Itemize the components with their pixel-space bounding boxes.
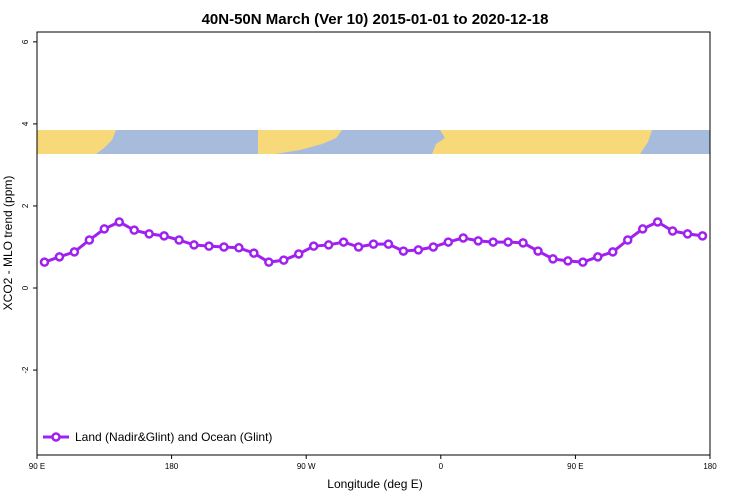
data-point: [428, 242, 439, 252]
data-point: [518, 238, 528, 248]
data-point: [473, 236, 483, 246]
data-point: [533, 246, 543, 256]
data-point: [383, 239, 394, 249]
data-point: [293, 249, 304, 259]
data-point: [563, 256, 573, 266]
data-point: [652, 217, 663, 227]
data-point: [39, 257, 50, 267]
data-point: [697, 231, 708, 241]
data-point: [622, 235, 633, 245]
legend-label: Land (Nadir&Glint) and Ocean (Glint): [75, 430, 272, 444]
data-point: [413, 245, 424, 255]
data-point: [189, 240, 199, 250]
data-point: [84, 235, 95, 245]
data-point: [682, 229, 693, 239]
data-point: [69, 247, 80, 257]
data-point: [368, 239, 379, 249]
data-point: [578, 257, 588, 267]
data-point: [174, 235, 184, 245]
data-point: [308, 241, 319, 251]
y-tick-label: 6: [21, 39, 30, 44]
data-point: [667, 226, 678, 236]
data-point: [219, 242, 229, 252]
data-point: [353, 242, 364, 252]
x-tick-label: 0: [439, 462, 444, 471]
data-point: [443, 237, 454, 247]
data-point: [54, 252, 65, 262]
data-point: [279, 255, 289, 265]
data-point: [398, 246, 409, 256]
data-point: [637, 224, 648, 234]
data-point: [608, 247, 618, 257]
map-strip: [37, 130, 710, 154]
data-point: [488, 237, 498, 247]
data-point: [503, 237, 513, 247]
data-point: [234, 243, 244, 253]
plot-frame: [36, 31, 711, 456]
data-point: [593, 252, 603, 262]
data-point: [159, 231, 169, 241]
x-tick-label: 180: [165, 462, 179, 471]
chart-title: 40N-50N March (Ver 10) 2015-01-01 to 202…: [202, 11, 549, 28]
x-tick-label: 90 E: [567, 462, 583, 471]
y-tick-label: 4: [21, 121, 30, 126]
legend-marker: [51, 432, 61, 442]
y-axis-label: XCO2 - MLO trend (ppm): [1, 176, 15, 311]
data-point: [323, 240, 334, 250]
x-tick-label: 90 E: [29, 462, 45, 471]
data-point: [458, 233, 468, 243]
x-tick-label: 180: [703, 462, 717, 471]
x-tick-label: 90 W: [297, 462, 316, 471]
y-tick-label: 0: [21, 285, 30, 290]
y-tick-label: 2: [21, 203, 30, 208]
data-point: [144, 229, 154, 239]
data-point: [204, 241, 214, 251]
data-point: [129, 225, 139, 235]
data-point: [264, 257, 274, 267]
y-tick-label: -2: [21, 366, 30, 374]
data-point: [114, 217, 125, 227]
x-axis-label: Longitude (deg E): [327, 477, 422, 491]
data-point: [99, 224, 110, 234]
data-point: [548, 254, 558, 264]
data-point: [249, 248, 259, 258]
data-point: [338, 237, 349, 247]
